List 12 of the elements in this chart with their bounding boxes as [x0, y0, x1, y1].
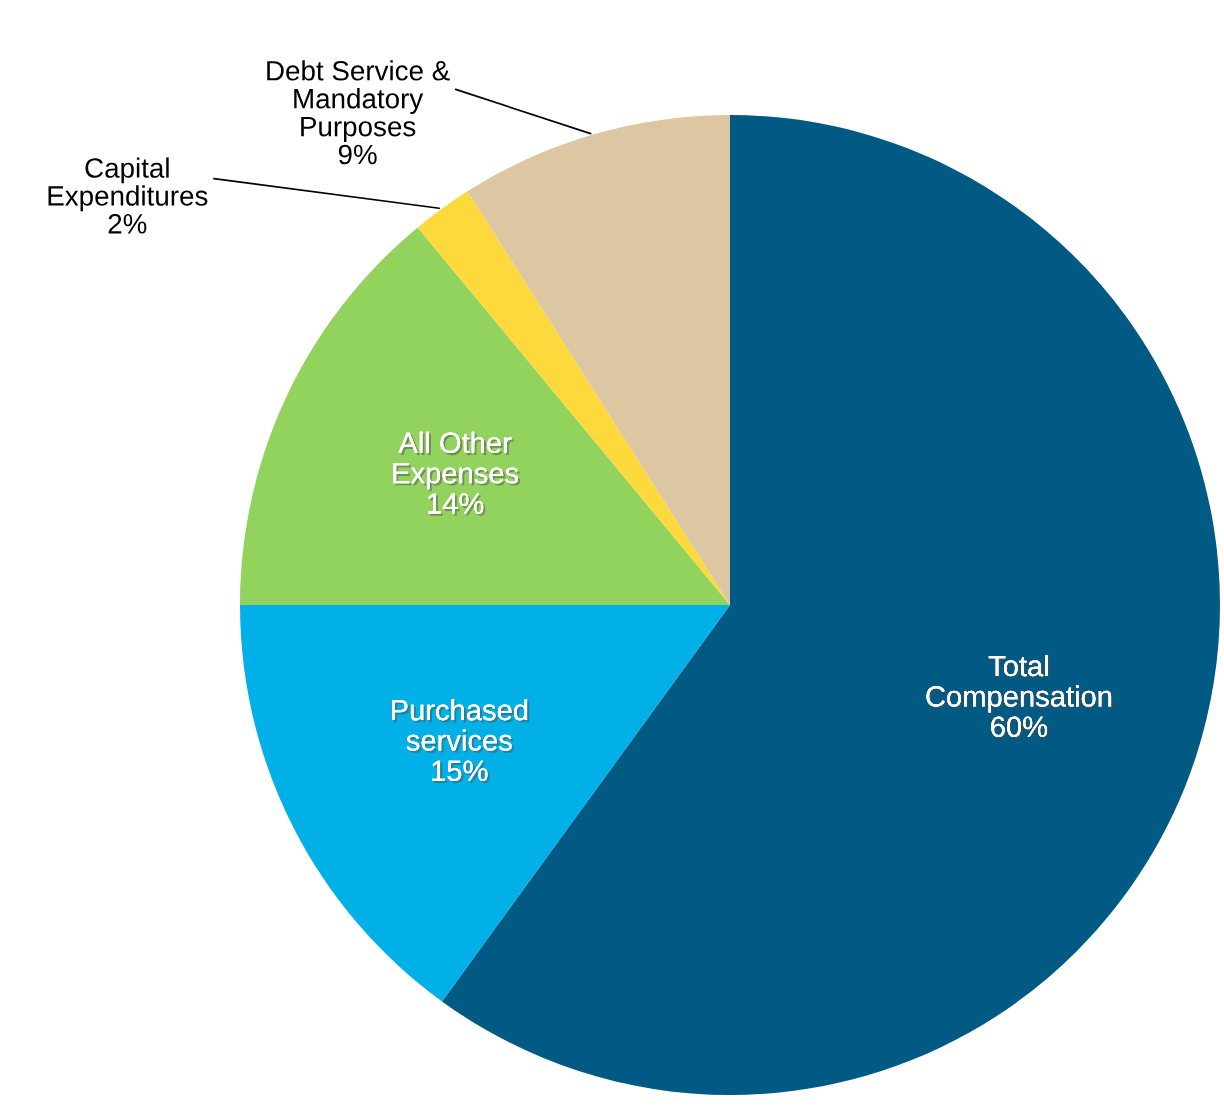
slice-label: Total Compensation [926, 654, 1114, 715]
slice-label: All Other Expenses [393, 431, 521, 492]
data-label: 9% [338, 144, 377, 165]
slice-label: Purchased services [391, 698, 530, 753]
pie-slice [240, 227, 730, 605]
data-label: 2% [108, 213, 147, 234]
data-label: 60% [991, 716, 1050, 740]
data-label: 14% [428, 493, 486, 516]
slice-label: Debt Service & Mandatory Purposes [267, 60, 450, 142]
slice-label: Capital Expenditures [48, 157, 208, 212]
data-label: 15% [432, 760, 490, 784]
pie-slice [240, 605, 730, 1002]
